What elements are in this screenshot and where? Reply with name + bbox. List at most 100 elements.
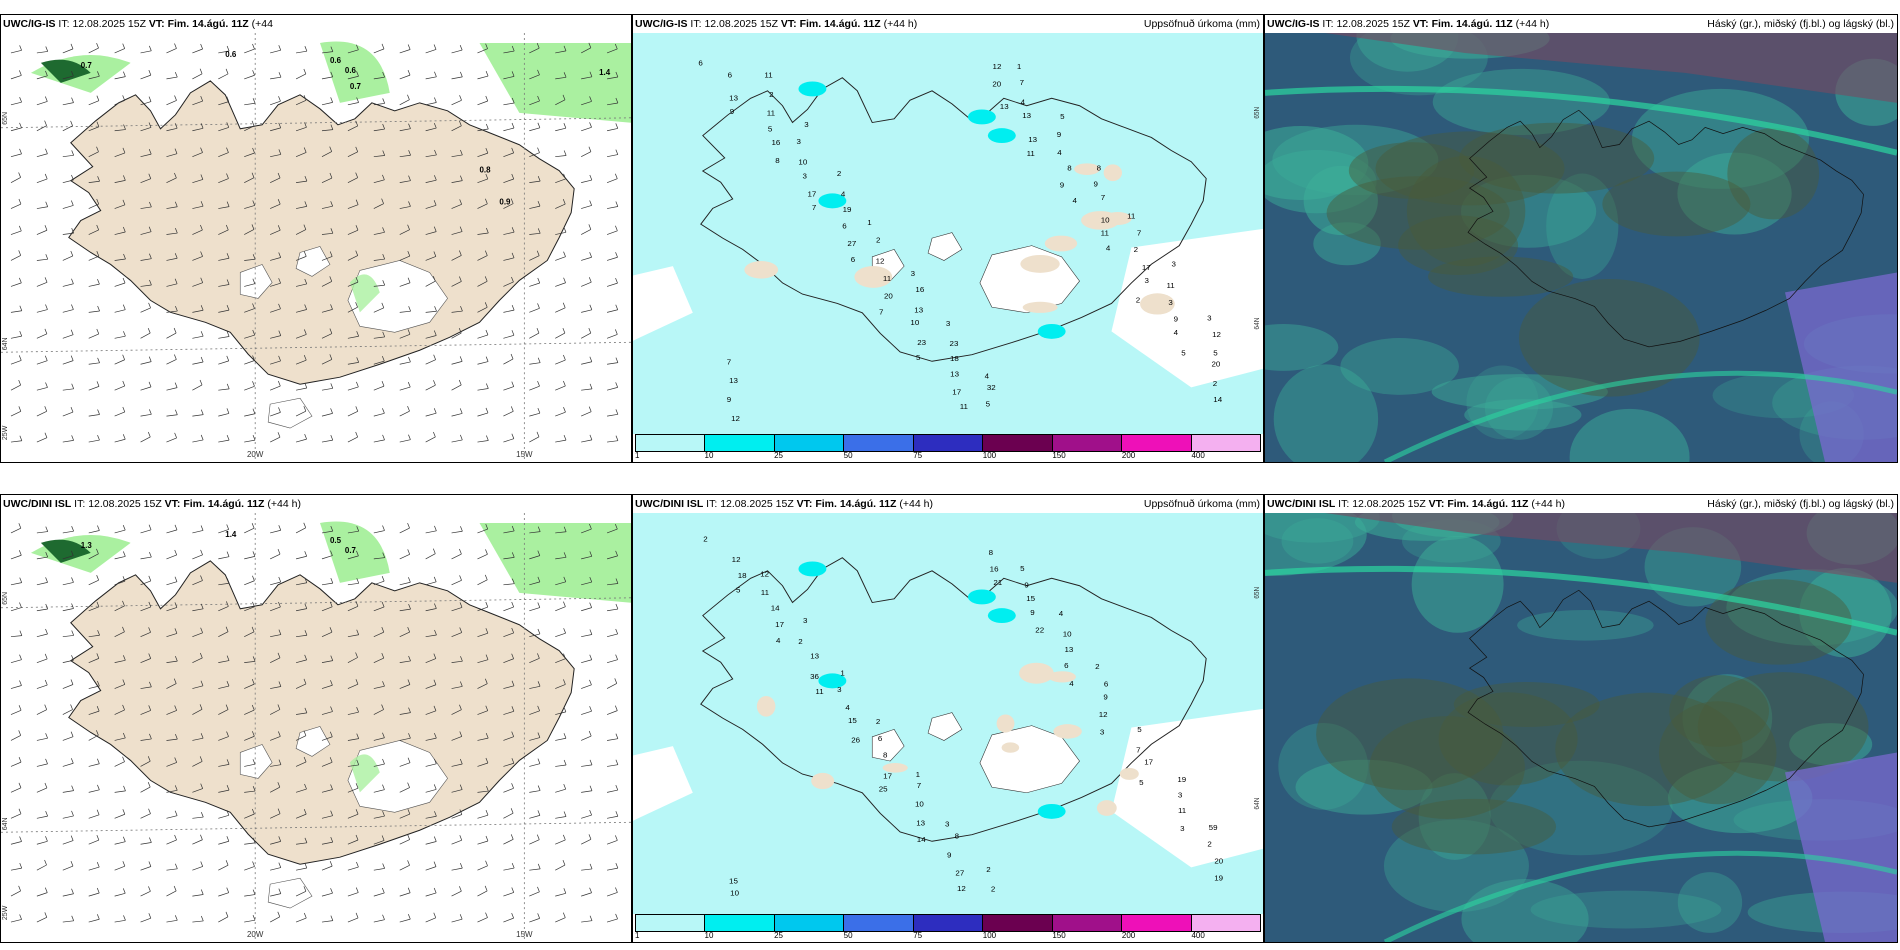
wind-barb xyxy=(295,678,307,689)
wind-barb xyxy=(580,224,592,235)
lat-label: 65N xyxy=(1254,587,1261,599)
wind-barb xyxy=(10,148,22,158)
precip-value: 26 xyxy=(851,736,860,745)
wind-barb xyxy=(529,200,541,209)
wind-barb xyxy=(425,836,437,845)
wind-barb xyxy=(166,95,177,106)
wind-barb xyxy=(244,278,256,287)
wind-barb xyxy=(218,860,229,871)
wind-barb xyxy=(192,331,204,339)
precip-value: 11 xyxy=(883,274,891,283)
wind-barb xyxy=(140,781,151,793)
wind-barb xyxy=(269,782,281,793)
wind-barb xyxy=(10,862,23,871)
wind-barb xyxy=(477,227,489,235)
precip-value: 5 xyxy=(1181,349,1185,358)
map-canvas: 1.3 1.4 0.50.7 20W 15W 65N 64N 25W xyxy=(1,513,631,942)
wind-barb xyxy=(140,45,152,54)
wind-barb xyxy=(244,435,256,443)
wind-barb xyxy=(36,704,48,715)
panel-precip-bottom: UWC/DINI ISL IT: 12.08.2025 15Z VT: Fim.… xyxy=(632,494,1264,943)
wind-barb xyxy=(10,435,23,443)
wind-barb xyxy=(295,201,308,209)
wind-barb xyxy=(477,885,488,897)
wind-barb xyxy=(580,146,592,158)
precip-value: 11 xyxy=(761,588,769,597)
wind-barb xyxy=(88,784,100,793)
low-cloud xyxy=(1799,568,1892,658)
wind-barb xyxy=(10,250,22,261)
precip-value: 11 xyxy=(1101,229,1109,238)
wind-barb xyxy=(399,406,410,417)
wind-barb xyxy=(62,406,74,417)
wind-barb xyxy=(399,522,410,534)
wind-barb xyxy=(451,835,463,845)
precip-value: 13 xyxy=(950,370,959,379)
wind-barb xyxy=(269,432,281,443)
low-cloud xyxy=(1272,124,1439,196)
no-precip-land xyxy=(1022,301,1058,313)
wind-barb xyxy=(477,757,489,767)
dry-area xyxy=(1111,708,1263,868)
wind-barb xyxy=(529,810,541,819)
wind-barb xyxy=(529,431,540,443)
wind-barb xyxy=(62,860,74,871)
precip-value: 18 xyxy=(738,571,747,580)
precip-cell xyxy=(987,128,1016,144)
wind-barb xyxy=(166,705,177,715)
wind-barb xyxy=(218,201,230,209)
precip-value: 9 xyxy=(730,107,734,116)
colorbar-swatch xyxy=(636,915,706,931)
colorbar-label: 50 xyxy=(843,931,853,940)
high-cloud xyxy=(1785,752,1897,942)
wind-barb xyxy=(477,173,489,183)
wind-barb xyxy=(581,887,592,897)
low-cloud xyxy=(1460,174,1597,248)
wind-barb xyxy=(166,602,178,612)
wind-barb xyxy=(477,250,488,261)
precip-map: 2 5 4 11 26 25 14 12 21 22 4 3 5 3 19 18 17 36 15 17 13 27 16 9… xyxy=(633,513,1263,914)
colorbar-swatch xyxy=(705,915,775,931)
precip-value: 3 xyxy=(837,685,841,694)
wind-barb xyxy=(10,602,22,612)
panel-cloud-top: UWC/IG-IS IT: 12.08.2025 15Z VT: Fim. 14… xyxy=(1264,14,1898,463)
low-cloud xyxy=(1340,338,1459,395)
wind-barb xyxy=(166,409,178,417)
wind-barb xyxy=(373,98,386,106)
wind-barb xyxy=(192,305,204,313)
wind-barb xyxy=(399,250,411,261)
wind-barb xyxy=(270,72,282,80)
wind-barb xyxy=(244,785,256,793)
wind-barb xyxy=(373,627,385,638)
wind-barb xyxy=(114,406,126,417)
wind-barb xyxy=(88,706,100,715)
wind-barb xyxy=(347,652,358,663)
wind-barb xyxy=(218,731,229,741)
wind-barb xyxy=(503,122,515,132)
wind-barb xyxy=(295,654,307,663)
wind-barb xyxy=(218,355,230,365)
wind-barb xyxy=(218,680,230,689)
wind-barb xyxy=(555,45,567,54)
wind-barb xyxy=(529,628,541,638)
glacier xyxy=(295,246,331,277)
mid-cloud xyxy=(1697,672,1869,782)
wind-barb xyxy=(555,72,567,80)
wind-barb xyxy=(192,123,204,132)
colorbar-label: 150 xyxy=(1052,451,1066,460)
wind-barb xyxy=(88,548,99,560)
wind-barb xyxy=(140,681,152,689)
wind-barb xyxy=(295,122,307,132)
wind-barb xyxy=(140,808,151,819)
mid-cloud xyxy=(1375,131,1565,206)
wind-barb xyxy=(10,680,22,689)
wind-barb xyxy=(451,862,463,871)
wind-barb xyxy=(581,174,593,183)
colorbar-label: 400 xyxy=(1191,931,1205,940)
wind-barb xyxy=(218,655,230,663)
wind-barb xyxy=(477,523,489,534)
wind-barb xyxy=(451,95,462,106)
panel-title: UWC/IG-IS IT: 12.08.2025 15Z VT: Fim. 14… xyxy=(633,15,1263,33)
precip-value: 13 xyxy=(1000,102,1009,111)
wind-barb xyxy=(607,123,619,132)
